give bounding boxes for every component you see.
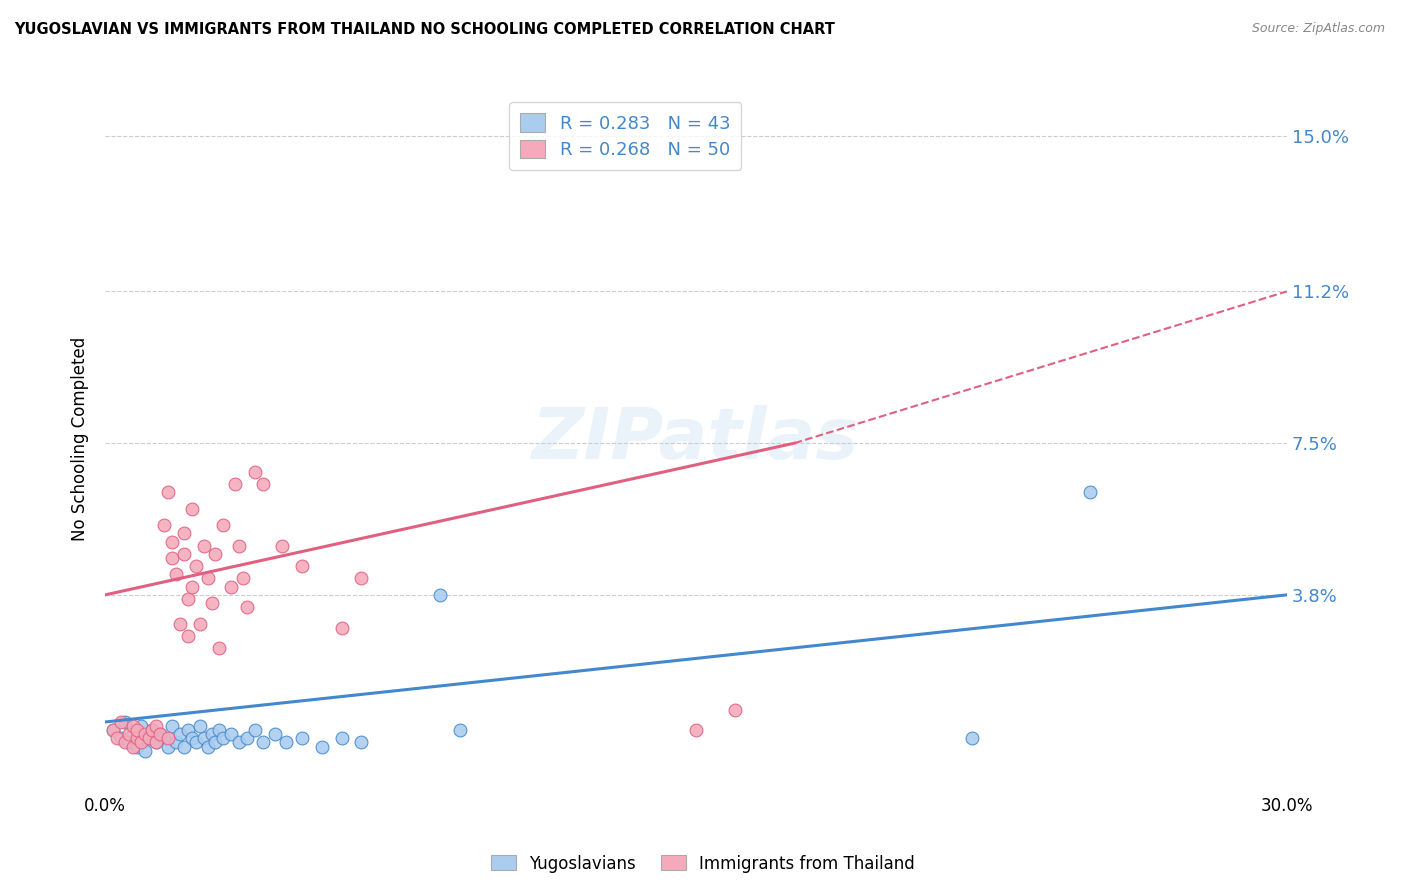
Point [197, 571, 219, 585]
Point [429, 588, 451, 602]
Point [121, 739, 143, 754]
Point [149, 727, 172, 741]
Point [118, 727, 141, 741]
Point [236, 600, 259, 615]
Point [134, 744, 156, 758]
Point [243, 465, 266, 479]
Point [197, 739, 219, 754]
Point [232, 571, 254, 585]
Point [165, 567, 187, 582]
Point [173, 739, 195, 754]
Legend: Yugoslavians, Immigrants from Thailand: Yugoslavians, Immigrants from Thailand [484, 848, 922, 880]
Point [160, 551, 183, 566]
Point [212, 518, 235, 533]
Point [724, 703, 747, 717]
Point [291, 559, 314, 574]
Point [114, 735, 136, 749]
Point [1078, 485, 1101, 500]
Point [145, 719, 167, 733]
Point [110, 714, 132, 729]
Point [193, 539, 215, 553]
Point [177, 629, 200, 643]
Point [219, 727, 242, 741]
Point [153, 518, 176, 533]
Point [180, 501, 202, 516]
Point [228, 539, 250, 553]
Point [219, 580, 242, 594]
Point [149, 727, 172, 741]
Point [157, 485, 180, 500]
Point [173, 547, 195, 561]
Y-axis label: No Schooling Completed: No Schooling Completed [72, 337, 89, 541]
Point [350, 735, 373, 749]
Point [204, 735, 226, 749]
Text: ZIPatlas: ZIPatlas [533, 405, 859, 474]
Point [105, 731, 128, 746]
Point [200, 727, 222, 741]
Point [188, 616, 211, 631]
Point [129, 719, 152, 733]
Point [114, 714, 136, 729]
Point [236, 731, 259, 746]
Point [160, 534, 183, 549]
Point [153, 731, 176, 746]
Point [311, 739, 333, 754]
Point [121, 719, 143, 733]
Point [330, 731, 353, 746]
Point [160, 719, 183, 733]
Point [350, 571, 373, 585]
Point [125, 723, 148, 738]
Point [169, 616, 191, 631]
Point [685, 723, 707, 738]
Point [330, 621, 353, 635]
Point [291, 731, 314, 746]
Point [157, 731, 180, 746]
Point [208, 641, 231, 656]
Point [276, 735, 298, 749]
Point [101, 723, 124, 738]
Text: Source: ZipAtlas.com: Source: ZipAtlas.com [1251, 22, 1385, 36]
Point [118, 735, 141, 749]
Point [180, 580, 202, 594]
Point [169, 727, 191, 741]
Point [180, 731, 202, 746]
Point [125, 739, 148, 754]
Point [138, 731, 160, 746]
Point [449, 723, 471, 738]
Point [204, 547, 226, 561]
Point [228, 735, 250, 749]
Point [184, 559, 207, 574]
Point [252, 735, 274, 749]
Point [960, 731, 983, 746]
Point [252, 477, 274, 491]
Point [165, 735, 187, 749]
Point [200, 596, 222, 610]
Point [177, 723, 200, 738]
Point [188, 719, 211, 733]
Legend: R = 0.283   N = 43, R = 0.268   N = 50: R = 0.283 N = 43, R = 0.268 N = 50 [509, 103, 741, 170]
Point [157, 739, 180, 754]
Point [134, 727, 156, 741]
Point [145, 735, 167, 749]
Point [138, 731, 160, 746]
Point [177, 591, 200, 606]
Point [141, 723, 163, 738]
Point [263, 727, 285, 741]
Point [193, 731, 215, 746]
Point [173, 526, 195, 541]
Point [224, 477, 246, 491]
Point [208, 723, 231, 738]
Point [271, 539, 294, 553]
Point [110, 731, 132, 746]
Point [141, 723, 163, 738]
Point [145, 735, 167, 749]
Point [121, 727, 143, 741]
Point [243, 723, 266, 738]
Point [184, 735, 207, 749]
Point [101, 723, 124, 738]
Point [125, 731, 148, 746]
Point [129, 735, 152, 749]
Text: YUGOSLAVIAN VS IMMIGRANTS FROM THAILAND NO SCHOOLING COMPLETED CORRELATION CHART: YUGOSLAVIAN VS IMMIGRANTS FROM THAILAND … [14, 22, 835, 37]
Point [212, 731, 235, 746]
